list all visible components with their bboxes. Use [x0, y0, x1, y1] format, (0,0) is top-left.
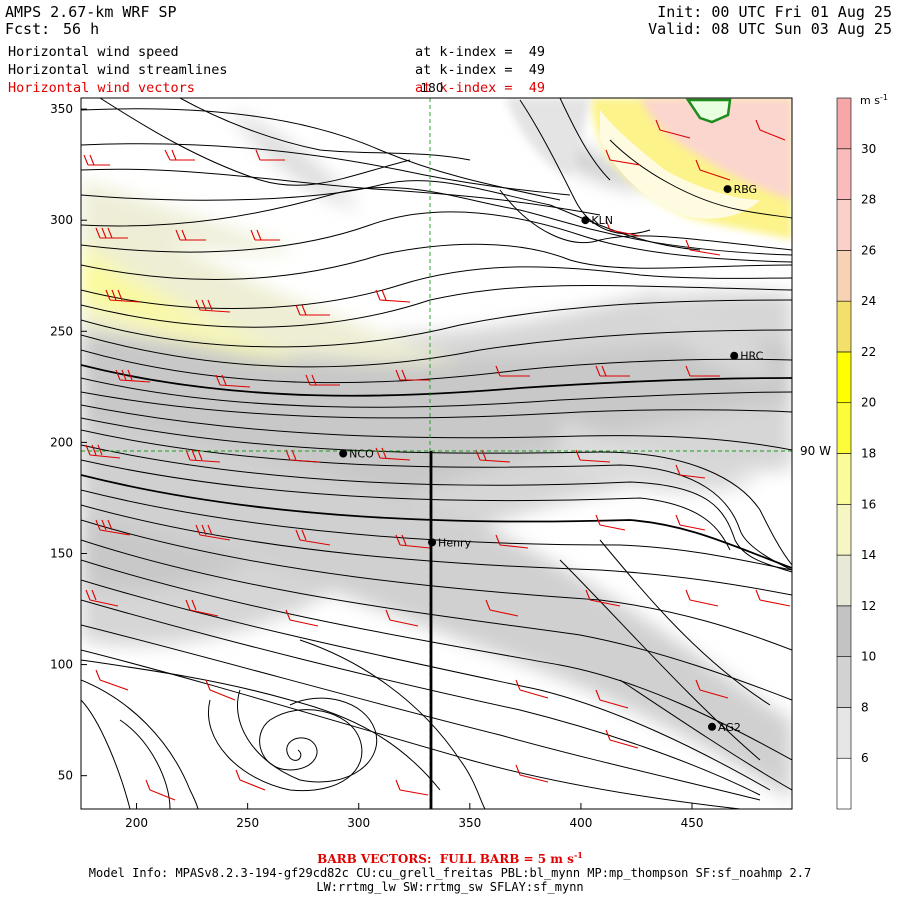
forecast-label: Fcst:	[5, 20, 51, 38]
station-label: AG2	[718, 721, 741, 734]
colorbar-swatch	[836, 503, 852, 556]
barb-legend: BARB VECTORS: FULL BARB = 5 m s-1	[317, 850, 583, 866]
y-tick-label: 350	[50, 102, 73, 116]
station-label: RBG	[734, 183, 758, 196]
field-level-vectors: at k-index = 49	[415, 80, 546, 96]
colorbar-unit: m s-1	[860, 93, 888, 107]
colorbar-swatch	[836, 250, 852, 302]
x-tick-label: 300	[347, 816, 370, 830]
y-tick-label: 300	[50, 213, 73, 227]
colorbar-label: 20	[861, 396, 876, 410]
x-tick-label: 450	[681, 816, 704, 830]
colorbar-swatch	[836, 554, 852, 607]
colorbar-swatch	[836, 402, 852, 454]
colorbar-label: 18	[861, 447, 876, 461]
colorbar-label: 8	[861, 700, 869, 714]
colorbar: 6 8 10 12 14 16 18 20 22 24 26 28 30	[836, 97, 876, 810]
station-label: Henry	[438, 536, 472, 549]
y-tick-label: 150	[50, 546, 73, 560]
field-level-streamlines: at k-index = 49	[415, 62, 546, 78]
wind-barbs	[83, 119, 791, 801]
meridian-label: 180	[421, 81, 444, 95]
coast-shading	[505, 98, 792, 240]
colorbar-swatch	[836, 97, 852, 150]
colorbar-label: 14	[861, 548, 876, 562]
map-frame	[80, 97, 793, 810]
y-tick-label: 100	[50, 658, 73, 672]
station-label: HRC	[740, 350, 763, 363]
parallel-label: 90 W	[800, 444, 831, 458]
y-axis: 350 300 250 200 150 100 50	[50, 102, 87, 783]
station-marker	[723, 185, 732, 194]
valid-time: Valid: 08 UTC Sun 03 Aug 25	[648, 20, 892, 38]
station-marker	[581, 216, 590, 225]
forecast-hour: 56 h	[63, 20, 100, 38]
y-tick-label: 50	[58, 769, 73, 783]
colorbar-label: 22	[861, 345, 876, 359]
station-marker	[339, 449, 348, 458]
stations-layer: KLN RBG HRC NCO Henry AG2	[339, 183, 764, 734]
colorbar-swatch	[836, 453, 852, 505]
x-tick-label: 250	[236, 816, 259, 830]
station-label: NCO	[349, 448, 374, 461]
colorbar-label: 26	[861, 243, 876, 257]
x-axis: 200 250 300 350 400 450	[125, 803, 703, 830]
colorbar-label: 10	[861, 650, 876, 664]
x-tick-label: 400	[569, 816, 592, 830]
model-title: AMPS 2.67-km WRF SP	[5, 3, 177, 21]
colorbar-label: 24	[861, 294, 876, 308]
colorbar-label: 28	[861, 193, 876, 207]
colorbar-swatch	[836, 605, 852, 657]
colorbar-swatch	[836, 757, 852, 810]
field-name-streamlines: Horizontal wind streamlines	[8, 62, 228, 78]
field-name-speed: Horizontal wind speed	[8, 44, 179, 60]
colorbar-swatch	[836, 148, 852, 200]
model-info: Model Info: MPASv8.2.3-194-gf29cd82c CU:…	[88, 866, 812, 880]
colorbar-label: 6	[861, 751, 869, 765]
field-name-vectors: Horizontal wind vectors	[8, 80, 195, 96]
init-time: Init: 00 UTC Fri 01 Aug 25	[657, 3, 892, 21]
station-marker	[428, 538, 437, 547]
colorbar-swatch	[836, 300, 852, 353]
colorbar-swatch	[836, 351, 852, 404]
colorbar-swatch	[836, 707, 852, 759]
colorbar-swatch	[836, 656, 852, 708]
streamlines	[81, 98, 792, 809]
y-tick-label: 200	[50, 435, 73, 449]
station-marker	[730, 351, 739, 360]
colorbar-label: 30	[861, 142, 876, 156]
station-marker	[708, 722, 717, 731]
x-tick-label: 350	[458, 816, 481, 830]
field-level-speed: at k-index = 49	[415, 44, 546, 60]
colorbar-swatch	[836, 199, 852, 251]
x-tick-label: 200	[125, 816, 148, 830]
colorbar-label: 16	[861, 497, 876, 511]
colorbar-label: 12	[861, 599, 876, 613]
station-label: KLN	[591, 214, 613, 227]
physics-info: LW:rrtmg_lw SW:rrtmg_sw SFLAY:sf_mynn	[316, 880, 584, 894]
y-tick-label: 250	[50, 324, 73, 338]
